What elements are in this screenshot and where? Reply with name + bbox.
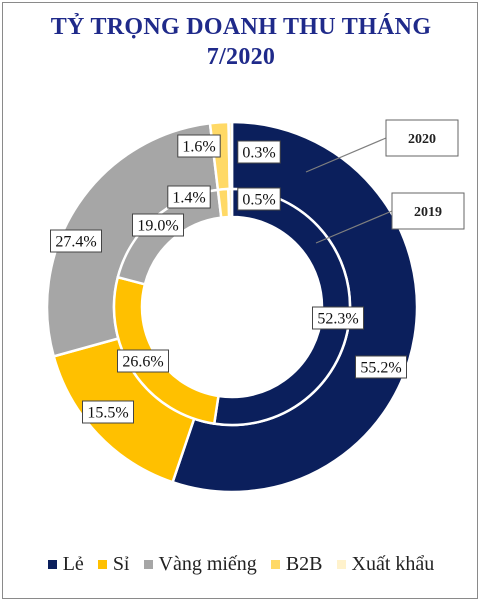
data-label-box-2019-1 [117,349,169,373]
chart-title-line-1: TỶ TRỌNG DOANH THU THÁNG [50,14,432,40]
slice-2020-4 [227,120,234,191]
annotation-leader-0 [305,137,387,173]
data-label-box-2019-3 [167,185,211,209]
data-labels: 55.2% 15.5% 27.4% 1.6% 0.3% 52.3% 26.6% 19.0% 1.… [50,134,407,424]
chart-legend: Lẻ Sỉ Vàng miếng B2B Xuất khẩu [0,552,482,576]
chart-title: TỶ TRỌNG DOANH THU THÁNG 7/2020 [0,12,482,72]
data-label-box-2020-0 [355,355,407,379]
legend-item-2: Vàng miếng [143,552,257,576]
data-label-2020-1: 15.5% [82,400,134,424]
legend-label-1: Sỉ [112,552,130,575]
data-label-text-2020-2: 27.4% [55,234,96,251]
legend-item-0: Lẻ [47,552,84,576]
slice-2019-4 [226,187,234,219]
legend-label-4: Xuất khẩu [351,552,435,575]
legend-swatch-2 [143,559,153,569]
data-label-box-2020-2 [50,229,102,253]
data-label-2019-3: 1.4% [167,185,211,209]
data-label-2020-0: 55.2% [355,355,407,379]
legend-swatch-3 [270,559,280,569]
data-label-box-2019-0 [312,306,364,330]
data-label-text-2020-0: 55.2% [360,360,401,377]
annotation-leaders: 2020 2019 [305,119,465,244]
data-label-2019-4: 0.5% [237,187,281,211]
annotation-leader-1 [315,210,393,244]
data-label-2019-1: 26.6% [117,349,169,373]
data-label-text-2019-3: 1.4% [172,190,205,207]
data-label-text-2019-4: 0.5% [242,192,275,209]
legend-swatch-4 [336,559,346,569]
legend-item-3: B2B [270,552,323,576]
legend-label-2: Vàng miếng [158,552,257,575]
annotation-box-1 [391,192,465,230]
data-label-2020-3: 1.6% [177,134,221,158]
chart-title-line-2: 7/2020 [206,44,276,70]
data-label-box-2020-3 [177,134,221,158]
annotation-text-0: 2020 [408,132,436,147]
legend-item-1: Sỉ [97,552,130,576]
annotation-box-0 [385,119,459,157]
legend-label-0: Lẻ [62,552,84,575]
data-label-box-2020-1 [82,400,134,424]
slice-2019-0 [212,187,352,427]
legend-label-3: B2B [285,552,323,575]
data-label-text-2020-4: 0.3% [242,145,275,162]
data-label-text-2019-2: 19.0% [137,218,178,235]
legend-swatch-1 [97,559,107,569]
data-label-2019-2: 19.0% [132,213,184,237]
data-label-box-2019-4 [237,187,281,211]
data-label-2020-2: 27.4% [50,229,102,253]
data-label-text-2019-0: 52.3% [317,311,358,328]
annotation-2019: 2019 [391,192,465,230]
data-label-text-2020-1: 15.5% [87,405,128,422]
data-label-text-2019-1: 26.6% [122,354,163,371]
data-label-text-2020-3: 1.6% [182,139,215,156]
legend-swatch-0 [47,559,57,569]
legend-item-4: Xuất khẩu [336,552,435,576]
annotation-text-1: 2019 [414,205,442,220]
data-label-2020-4: 0.3% [237,140,281,164]
data-label-box-2019-2 [132,213,184,237]
data-label-2019-0: 52.3% [312,306,364,330]
annotation-2020: 2020 [385,119,459,157]
data-label-box-2020-4 [237,140,281,164]
